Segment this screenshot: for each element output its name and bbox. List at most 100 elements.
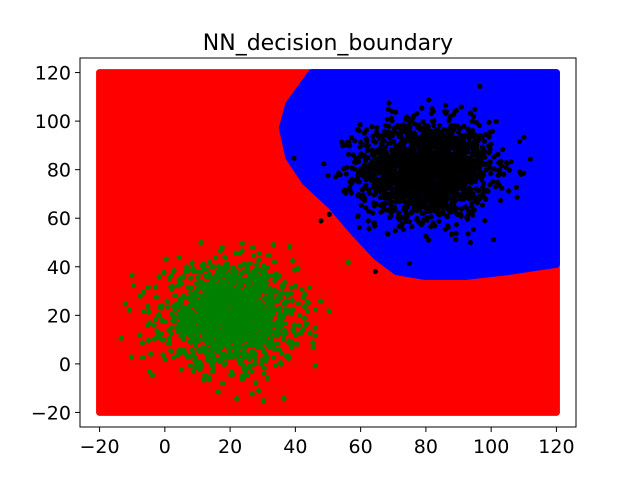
scatter-point (194, 280, 200, 286)
scatter-point (230, 318, 236, 324)
scatter-point (360, 173, 366, 179)
scatter-point (305, 300, 311, 306)
scatter-point (480, 153, 486, 159)
y-tick-label: 20 (47, 305, 71, 327)
scatter-point (449, 231, 455, 237)
scatter-point (400, 226, 406, 233)
y-axis: −20 0 20 40 60 80 100 120 (31, 63, 80, 424)
scatter-point (393, 109, 399, 115)
scatter-point (212, 314, 218, 320)
scatter-point (445, 195, 451, 201)
scatter-point (189, 291, 195, 297)
scatter-point (487, 129, 493, 135)
scatter-point (465, 171, 471, 177)
scatter-point (148, 351, 154, 357)
scatter-point (234, 344, 240, 350)
scatter-point (449, 170, 455, 176)
scatter-point (370, 133, 376, 139)
scatter-point (358, 139, 364, 145)
scatter-point (458, 104, 464, 110)
scatter-point (139, 340, 146, 346)
scatter-point (374, 125, 380, 131)
scatter-point (476, 196, 482, 202)
scatter-point (271, 306, 277, 312)
scatter-point (371, 184, 377, 190)
scatter-point (421, 152, 427, 158)
scatter-point (379, 133, 385, 139)
scatter-point (256, 290, 262, 296)
scatter-point (122, 301, 128, 307)
scatter-point (439, 133, 446, 139)
scatter-point (282, 279, 288, 286)
x-tick-label: 80 (414, 436, 438, 458)
scatter-point (194, 268, 200, 274)
scatter-point (429, 159, 435, 165)
scatter-point (227, 352, 233, 358)
scatter-point (291, 322, 297, 328)
scatter-point (303, 322, 309, 328)
scatter-point (257, 303, 263, 309)
scatter-point (279, 320, 285, 326)
scatter-point (383, 171, 389, 177)
scatter-point (491, 154, 497, 160)
scatter-point (248, 291, 254, 298)
scatter-point (236, 356, 242, 363)
scatter-point (461, 134, 467, 140)
scatter-point (210, 368, 216, 374)
scatter-point (234, 320, 240, 326)
scatter-point (423, 164, 429, 171)
scatter-point (333, 174, 339, 180)
scatter-point (231, 337, 237, 344)
scatter-point (377, 161, 383, 167)
scatter-point (166, 327, 172, 333)
scatter-point (184, 353, 190, 359)
scatter-point (242, 303, 248, 310)
scatter-point (218, 353, 225, 359)
scatter-point (176, 254, 182, 260)
y-tick-label: 80 (47, 160, 71, 182)
scatter-point (290, 326, 296, 332)
scatter-point (438, 143, 444, 149)
scatter-point (467, 110, 474, 116)
scatter-point (205, 307, 211, 313)
scatter-point (225, 296, 232, 302)
scatter-point (168, 348, 174, 354)
scatter-point (436, 122, 443, 129)
scatter-point (180, 293, 186, 299)
scatter-point (447, 150, 453, 156)
scatter-point (252, 278, 258, 284)
scatter-point (209, 278, 215, 284)
scatter-point (310, 340, 316, 346)
scatter-point (206, 286, 212, 292)
scatter-point (436, 196, 442, 202)
scatter-point (244, 372, 250, 378)
scatter-point (222, 254, 228, 260)
scatter-point (149, 372, 155, 378)
scatter-point (292, 283, 299, 289)
scatter-point (269, 335, 275, 341)
scatter-point (145, 337, 151, 343)
scatter-point (233, 348, 239, 354)
scatter-point (271, 310, 277, 316)
scatter-point (445, 224, 451, 230)
plot-area (96, 69, 560, 416)
scatter-point (371, 175, 377, 182)
scatter-point (401, 140, 407, 146)
y-tick-label: 0 (59, 354, 71, 376)
scatter-point (243, 321, 249, 327)
scatter-point (423, 202, 429, 208)
scatter-point (386, 100, 392, 106)
scatter-point (419, 143, 425, 149)
scatter-point (387, 130, 393, 136)
scatter-point (470, 212, 476, 218)
scatter-point (365, 170, 371, 176)
scatter-point (343, 171, 349, 177)
scatter-point (456, 141, 462, 147)
scatter-point (408, 157, 414, 163)
scatter-point (371, 220, 377, 226)
scatter-point (208, 337, 214, 343)
scatter-point (430, 151, 436, 157)
scatter-point (396, 210, 402, 216)
scatter-point (444, 214, 451, 220)
scatter-point (355, 159, 362, 165)
